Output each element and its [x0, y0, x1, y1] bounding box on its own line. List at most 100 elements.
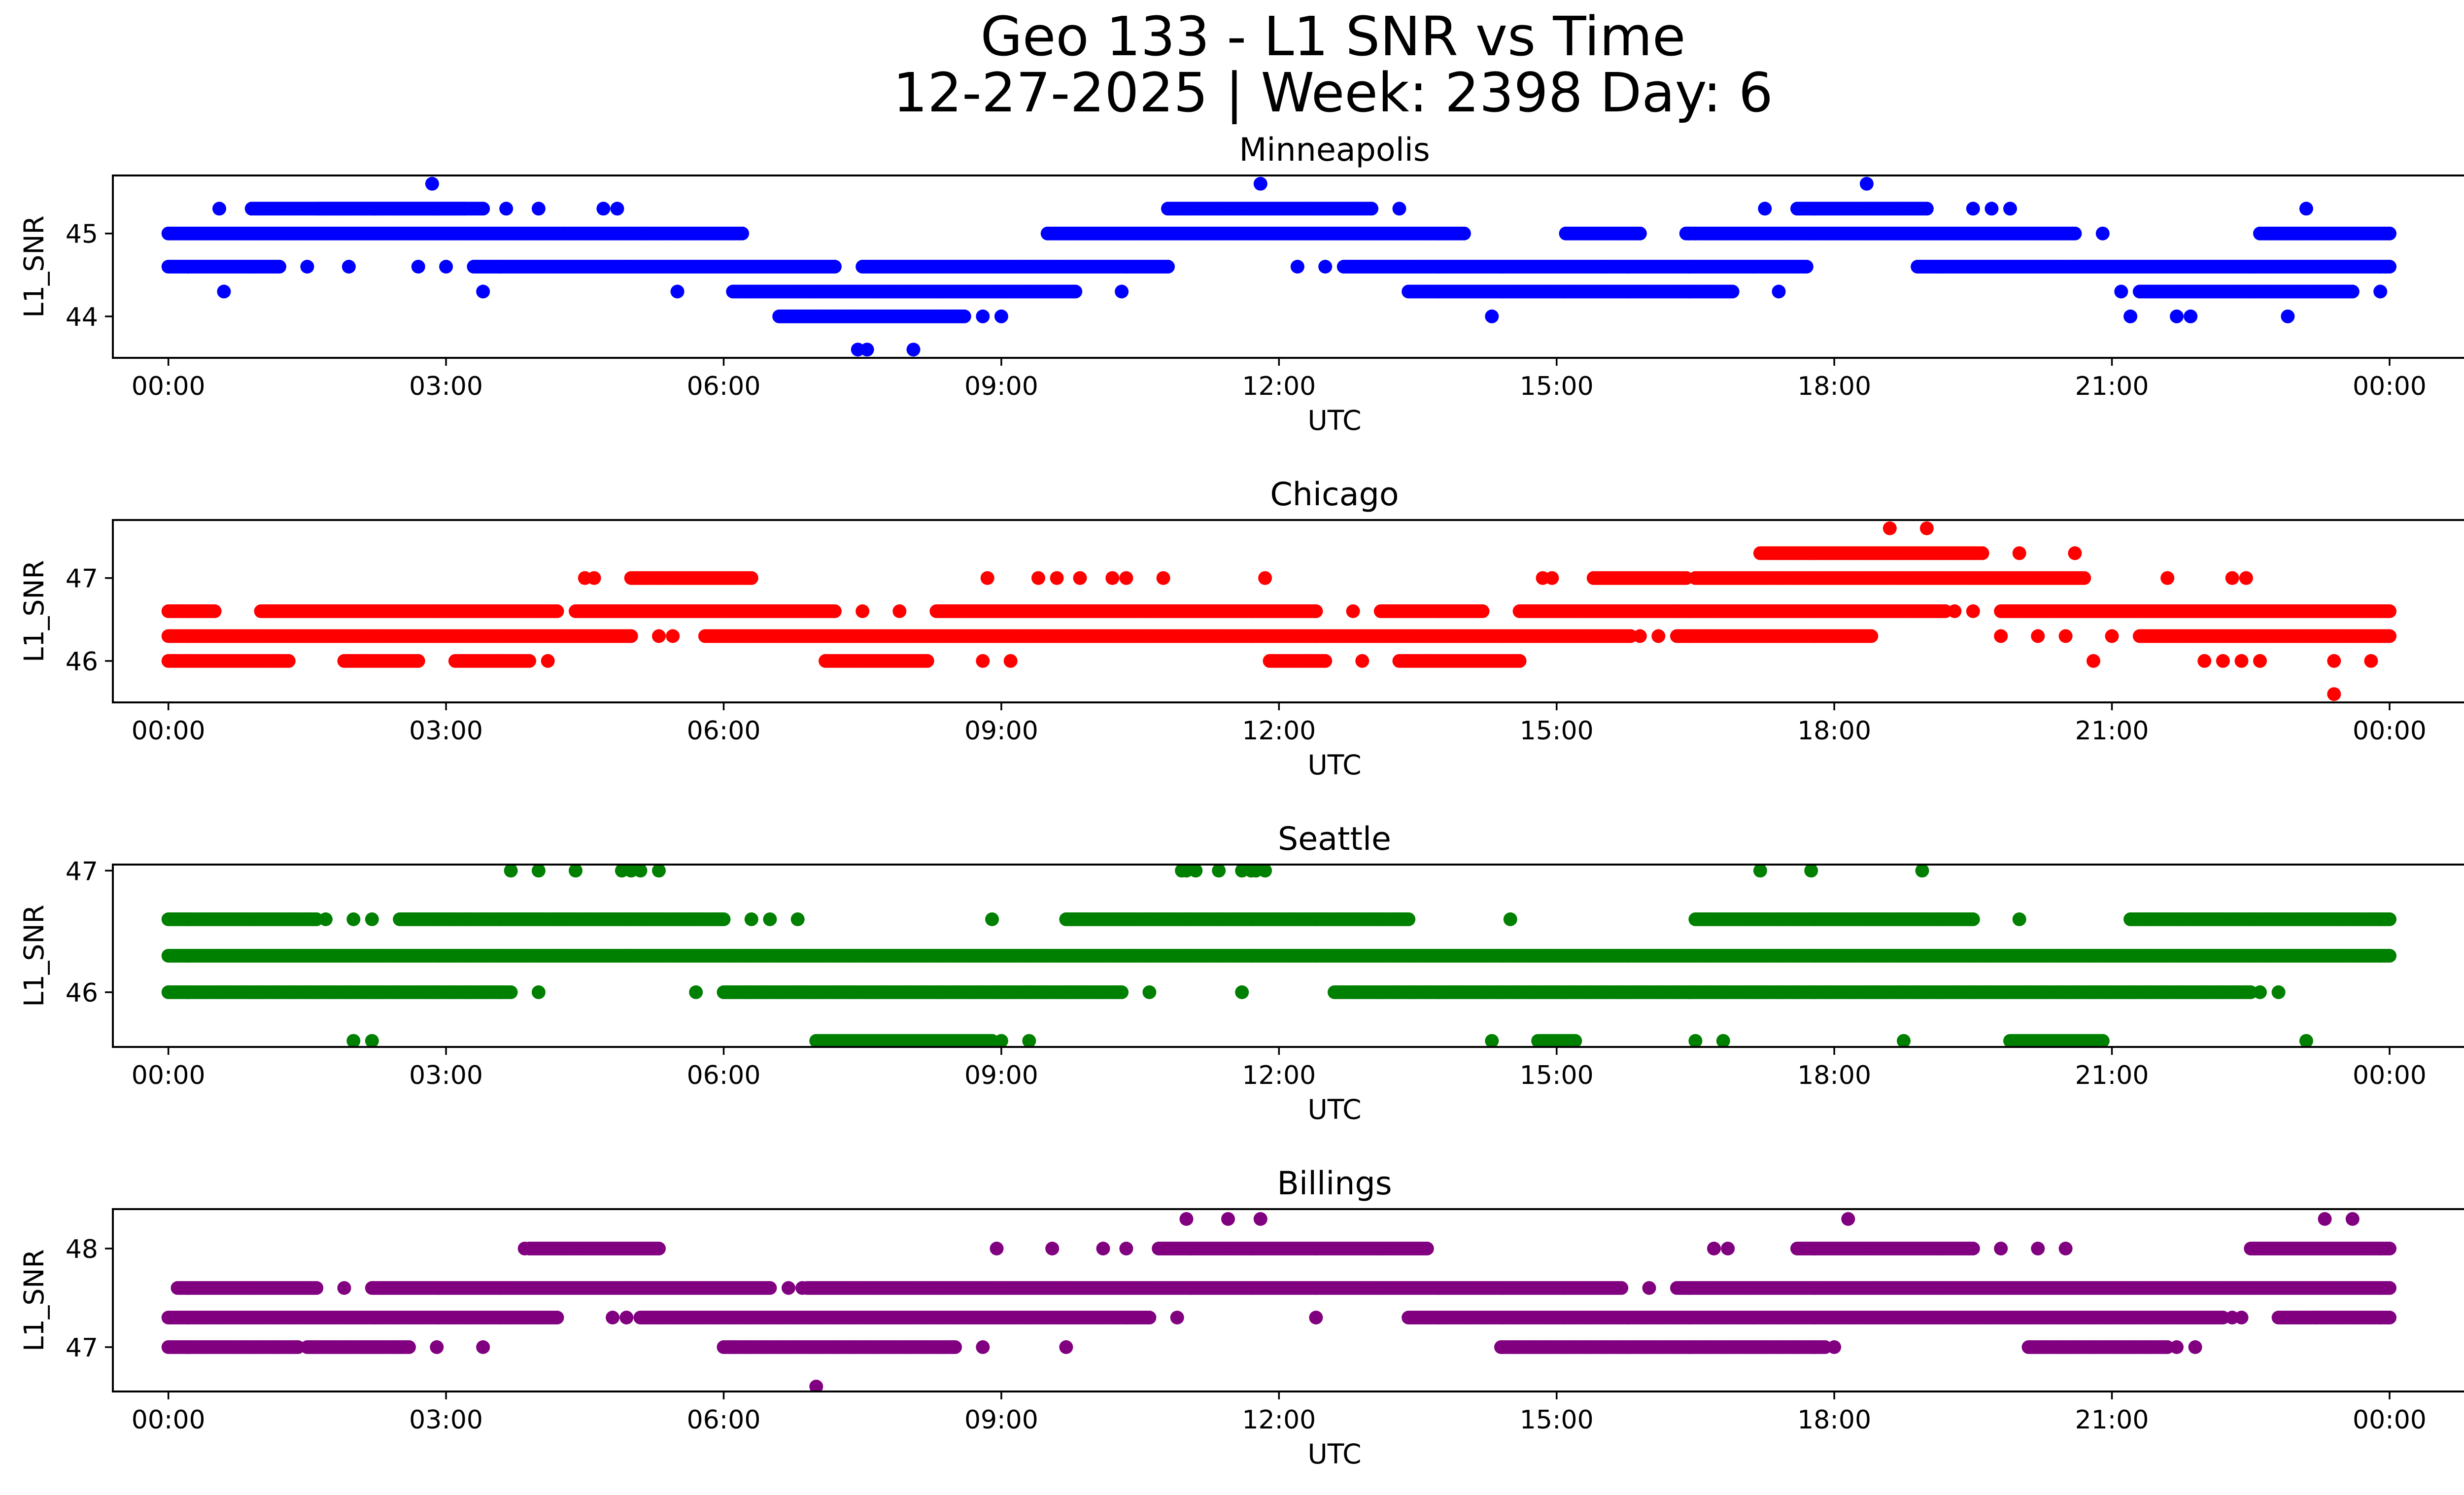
data-point [2327, 687, 2341, 701]
data-point [2184, 309, 2198, 323]
data-point [1725, 284, 1740, 299]
data-point [1985, 202, 1999, 216]
data-point [1994, 629, 2008, 643]
data-point [1688, 226, 1703, 241]
data-point [1475, 604, 1490, 618]
data-point [522, 654, 537, 668]
data-point [1919, 521, 1934, 535]
data-point [2160, 571, 2175, 585]
data-point [1457, 226, 1471, 241]
data-point [1119, 571, 1133, 585]
data-point [550, 604, 564, 618]
x-tick-label: 15:00 [1520, 372, 1594, 401]
y-tick-label: 45 [66, 220, 98, 249]
data-point [1596, 260, 1610, 274]
subplot-title: Seattle [1278, 821, 1391, 858]
data-point [1864, 629, 1879, 643]
data-point [1365, 202, 1379, 216]
data-point [827, 260, 842, 274]
data-point [300, 260, 314, 274]
x-tick-label: 06:00 [687, 716, 761, 746]
x-tick-label: 03:00 [409, 716, 483, 746]
data-point [2383, 604, 2396, 618]
data-point [2197, 654, 2212, 668]
data-point [2095, 226, 2110, 241]
data-point [1545, 571, 1559, 585]
scatter-series-chicago [161, 521, 2396, 701]
data-point [1105, 571, 1120, 585]
y-tick-label: 47 [66, 564, 98, 594]
data-point [2345, 284, 2360, 299]
figure-title-line-1: Geo 133 - L1 SNR vs Time [980, 5, 1685, 68]
data-point [2364, 654, 2378, 668]
data-point [587, 571, 601, 585]
data-point [1633, 226, 1647, 241]
data-point [217, 284, 231, 299]
plot-area-frame [112, 174, 2464, 359]
data-point [273, 260, 286, 274]
data-point [2383, 629, 2396, 643]
data-point [207, 604, 222, 618]
x-tick-label: 00:00 [2353, 372, 2427, 401]
data-point [2068, 546, 2082, 560]
data-point [610, 202, 624, 216]
data-point [2373, 284, 2388, 299]
data-point [499, 202, 513, 216]
data-point [425, 176, 439, 191]
data-point [1050, 571, 1064, 585]
data-point [1115, 284, 1129, 299]
x-tick-label: 18:00 [1797, 716, 1871, 746]
scatter-series-seattle [161, 865, 2396, 1047]
data-point [281, 654, 296, 668]
data-point [1258, 571, 1272, 585]
data-point [2003, 202, 2017, 216]
data-point [175, 604, 189, 618]
data-point [2170, 309, 2184, 323]
data-point [476, 284, 490, 299]
figure-title-line-2: 12-27-2025 | Week: 2398 Day: 6 [893, 61, 1773, 125]
data-point [892, 604, 907, 618]
data-point [476, 202, 490, 216]
data-point [1651, 629, 1666, 643]
data-point [411, 260, 425, 274]
data-point [1253, 176, 1267, 191]
data-point [652, 629, 666, 643]
data-point [1799, 260, 1814, 274]
data-point [457, 202, 472, 216]
data-point [744, 571, 758, 585]
y-tick-label: 46 [66, 647, 98, 677]
data-point [860, 343, 874, 357]
data-point [1318, 654, 1333, 668]
data-point [2327, 654, 2341, 668]
data-point [920, 654, 934, 668]
data-point [596, 202, 611, 216]
x-axis-label: UTC [1307, 405, 1361, 436]
data-point [1355, 654, 1369, 668]
data-point [1392, 202, 1406, 216]
data-point [1975, 546, 1989, 560]
data-point [2077, 571, 2091, 585]
x-tick-label: 18:00 [1797, 372, 1871, 401]
data-point [2105, 629, 2119, 643]
data-point [2123, 309, 2138, 323]
data-point [1031, 571, 1045, 585]
data-point [1702, 629, 1716, 643]
data-point [957, 309, 971, 323]
data-point [212, 202, 226, 216]
plot-area-frame [112, 519, 2464, 703]
x-tick-label: 09:00 [964, 372, 1038, 401]
data-point [1003, 654, 1018, 668]
data-point [1068, 284, 1083, 299]
data-point [906, 343, 921, 357]
data-point [2068, 226, 2082, 241]
data-point [638, 226, 652, 241]
scatter-series-minneapolis [161, 176, 2396, 357]
data-point [439, 260, 453, 274]
x-tick-label: 03:00 [409, 372, 483, 401]
data-point [994, 309, 1008, 323]
x-tick-label: 00:00 [132, 372, 205, 401]
data-point [1670, 604, 1684, 618]
